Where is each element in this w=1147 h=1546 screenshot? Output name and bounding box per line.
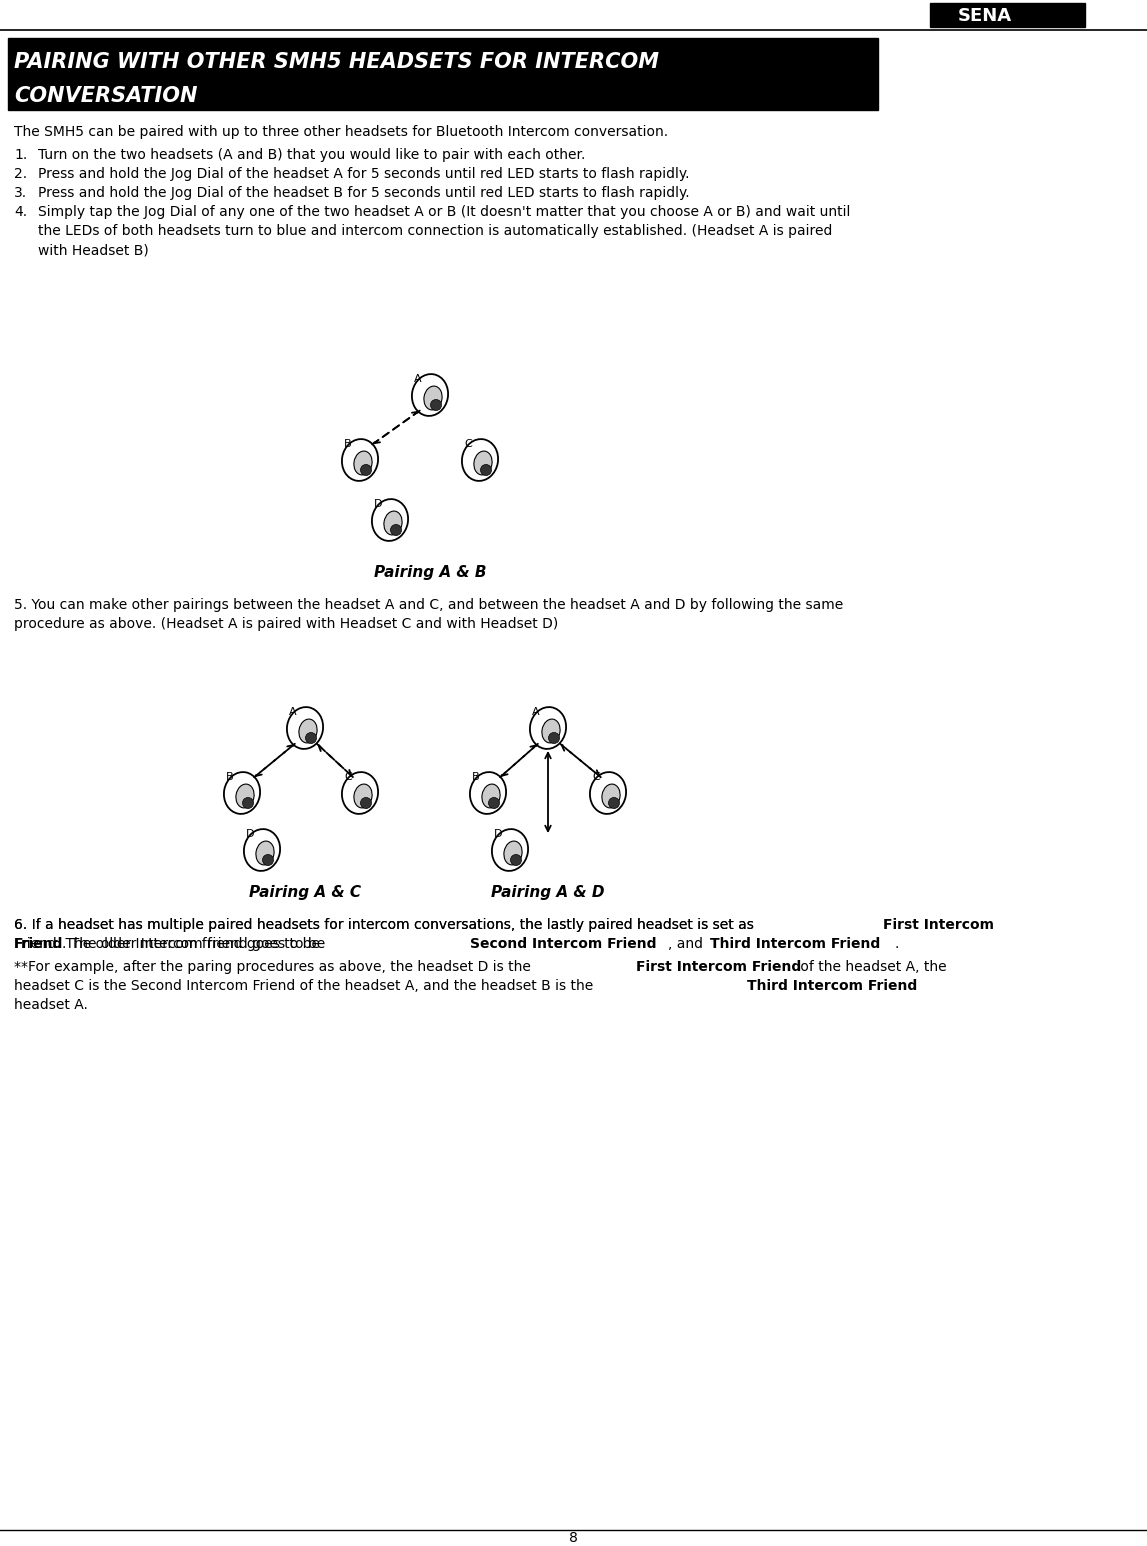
Text: 6. If a headset has multiple paired headsets for intercom conversations, the las: 6. If a headset has multiple paired head… [14,918,758,932]
Ellipse shape [474,451,492,475]
Text: SENA: SENA [958,8,1012,25]
Text: A: A [532,707,540,717]
Ellipse shape [224,771,260,813]
Text: Friend: Friend [14,937,63,951]
Text: headset C is the Second Intercom Friend of the headset A, and the headset B is t: headset C is the Second Intercom Friend … [14,979,598,993]
Ellipse shape [342,439,379,481]
Text: Pairing A & D: Pairing A & D [491,886,604,900]
Text: | SMH5: | SMH5 [1039,9,1080,23]
Text: D: D [245,829,255,839]
Text: PAIRING WITH OTHER SMH5 HEADSETS FOR INTERCOM: PAIRING WITH OTHER SMH5 HEADSETS FOR INT… [14,53,660,73]
Text: with Headset B): with Headset B) [38,243,149,257]
Text: procedure as above. (Headset A is paired with Headset C and with Headset D): procedure as above. (Headset A is paired… [14,617,559,631]
Circle shape [481,464,492,476]
Text: Simply tap the Jog Dial of any one of the two headset A or B (It doesn't matter : Simply tap the Jog Dial of any one of th… [38,206,850,220]
Text: C: C [344,771,352,782]
Text: B: B [344,439,352,448]
Text: A: A [289,707,297,717]
Ellipse shape [244,829,280,870]
Ellipse shape [590,771,626,813]
Ellipse shape [482,784,500,809]
Ellipse shape [530,707,567,748]
Text: 8: 8 [569,1531,577,1544]
Circle shape [609,798,619,809]
Text: 5. You can make other pairings between the headset A and C, and between the head: 5. You can make other pairings between t… [14,598,843,612]
Ellipse shape [236,784,255,809]
Ellipse shape [342,771,379,813]
Ellipse shape [541,719,560,744]
Ellipse shape [504,841,522,864]
Circle shape [510,855,522,866]
Text: 1.: 1. [14,148,28,162]
Circle shape [242,798,253,809]
Text: D: D [493,829,502,839]
Text: headset A.: headset A. [14,999,88,1013]
Ellipse shape [354,784,372,809]
Text: Third Intercom Friend: Third Intercom Friend [747,979,918,993]
FancyBboxPatch shape [8,39,877,110]
Text: C: C [592,771,600,782]
Text: CONVERSATION: CONVERSATION [14,87,197,107]
Text: Press and hold the Jog Dial of the headset B for 5 seconds until red LED starts : Press and hold the Jog Dial of the heads… [38,186,689,199]
Ellipse shape [372,499,408,541]
Circle shape [305,733,317,744]
Text: 2.: 2. [14,167,28,181]
Text: The SMH5 can be paired with up to three other headsets for Bluetooth Intercom co: The SMH5 can be paired with up to three … [14,125,668,139]
Text: B: B [473,771,479,782]
Text: B: B [226,771,234,782]
Circle shape [360,798,372,809]
Text: 6. If a headset has multiple paired headsets for intercom conversations, the las: 6. If a headset has multiple paired head… [14,918,853,932]
Circle shape [390,524,401,535]
Text: Press and hold the Jog Dial of the headset A for 5 seconds until red LED starts : Press and hold the Jog Dial of the heads… [38,167,689,181]
Circle shape [360,464,372,476]
Ellipse shape [602,784,621,809]
Ellipse shape [299,719,317,744]
Text: 6. If a headset has multiple paired headsets for intercom conversations, the las: 6. If a headset has multiple paired head… [14,918,758,932]
Text: A: A [414,374,422,383]
Text: of the headset A, the: of the headset A, the [796,960,946,974]
Text: First Intercom Friend: First Intercom Friend [635,960,802,974]
Text: Second Intercom Friend: Second Intercom Friend [470,937,656,951]
Text: Friend. The older Intercom friend goes to be: Friend. The older Intercom friend goes t… [14,937,325,951]
Ellipse shape [354,451,372,475]
FancyBboxPatch shape [930,3,1085,26]
Circle shape [489,798,499,809]
Text: Pairing A & C: Pairing A & C [249,886,361,900]
Text: Pairing A & B: Pairing A & B [374,564,486,580]
Text: 4.: 4. [14,206,28,220]
Ellipse shape [470,771,506,813]
Text: , and: , and [668,937,708,951]
Ellipse shape [424,386,442,410]
Ellipse shape [492,829,528,870]
Text: Third Intercom Friend: Third Intercom Friend [710,937,880,951]
Ellipse shape [256,841,274,864]
Text: . The older Intercom friend goes to be: . The older Intercom friend goes to be [62,937,329,951]
Ellipse shape [462,439,498,481]
Text: 3.: 3. [14,186,28,199]
Ellipse shape [412,374,448,416]
Text: C: C [465,439,471,448]
Ellipse shape [384,512,403,535]
Text: First Intercom: First Intercom [883,918,994,932]
Text: the LEDs of both headsets turn to blue and intercom connection is automatically : the LEDs of both headsets turn to blue a… [38,224,833,238]
Text: D: D [374,499,382,509]
Circle shape [430,399,442,411]
Ellipse shape [287,707,323,748]
Text: .: . [894,937,898,951]
Text: **For example, after the paring procedures as above, the headset D is the: **For example, after the paring procedur… [14,960,536,974]
Text: Turn on the two headsets (A and B) that you would like to pair with each other.: Turn on the two headsets (A and B) that … [38,148,585,162]
Circle shape [548,733,560,744]
Circle shape [263,855,273,866]
